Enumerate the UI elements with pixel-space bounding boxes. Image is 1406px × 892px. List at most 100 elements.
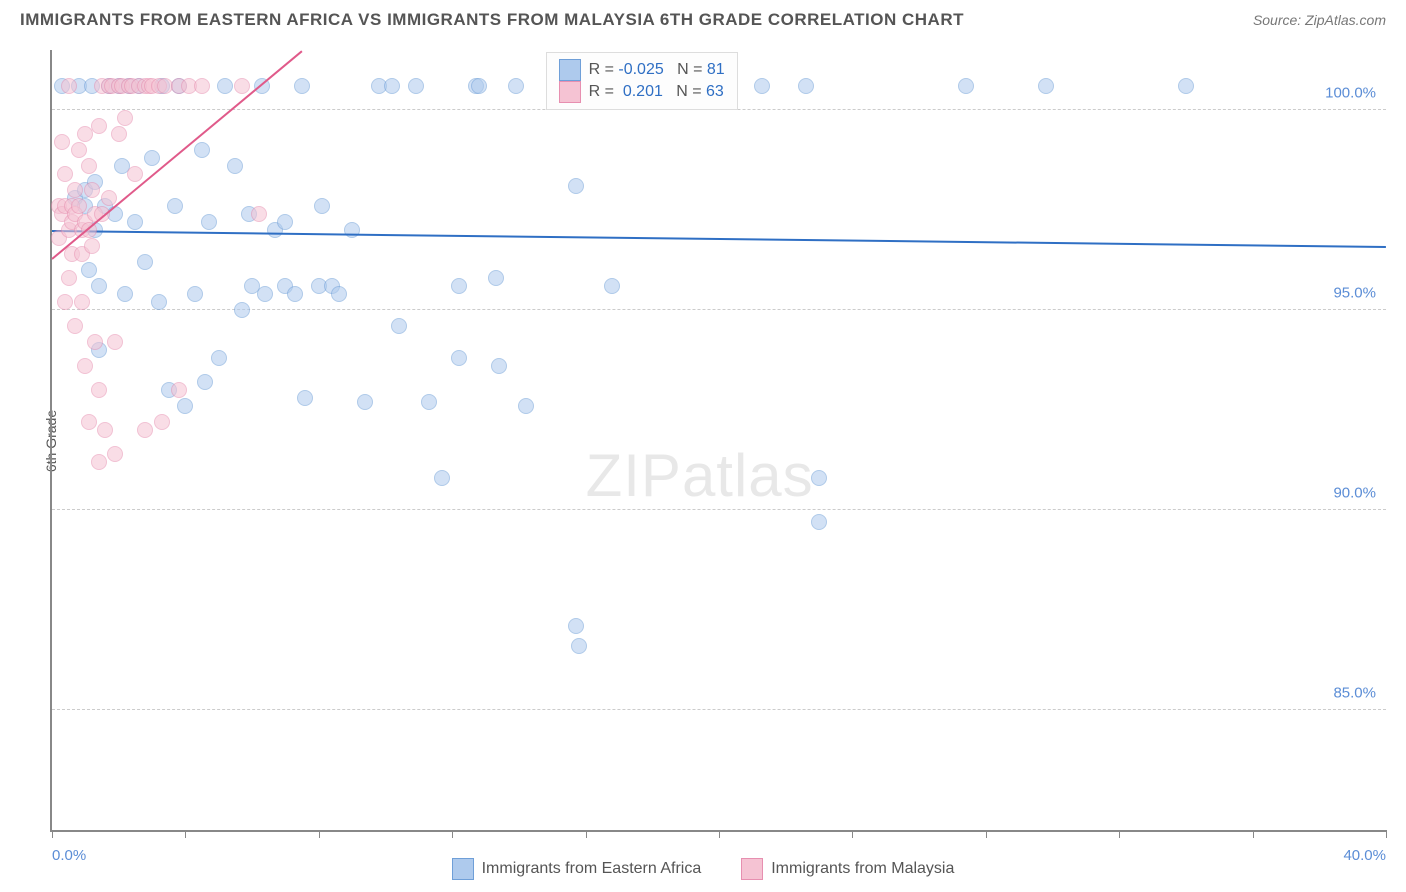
data-point [91, 118, 107, 134]
data-point [61, 78, 77, 94]
data-point [151, 294, 167, 310]
data-point [91, 382, 107, 398]
trend-line [52, 230, 1386, 248]
data-point [451, 350, 467, 366]
data-point [194, 142, 210, 158]
data-point [127, 214, 143, 230]
data-point [171, 382, 187, 398]
legend-swatch [559, 81, 581, 103]
data-point [127, 166, 143, 182]
data-point [811, 470, 827, 486]
data-point [137, 422, 153, 438]
data-point [137, 254, 153, 270]
data-point [294, 78, 310, 94]
data-point [958, 78, 974, 94]
data-point [508, 78, 524, 94]
data-point [1178, 78, 1194, 94]
data-point [251, 206, 267, 222]
x-tick [1119, 830, 1120, 838]
legend-label: Immigrants from Malaysia [771, 860, 954, 878]
bottom-legend-item: Immigrants from Malaysia [741, 858, 954, 880]
data-point [167, 198, 183, 214]
data-point [568, 178, 584, 194]
data-point [61, 270, 77, 286]
data-point [491, 358, 507, 374]
x-tick [185, 830, 186, 838]
legend-text: R = 0.201 N = 63 [589, 83, 724, 101]
y-tick-label: 100.0% [1325, 85, 1376, 102]
data-point [421, 394, 437, 410]
data-point [97, 422, 113, 438]
x-tick [586, 830, 587, 838]
x-tick [986, 830, 987, 838]
data-point [154, 414, 170, 430]
data-point [67, 318, 83, 334]
legend-swatch [559, 59, 581, 81]
data-point [234, 302, 250, 318]
stats-legend: R = -0.025 N = 81 R = 0.201 N = 63 [546, 52, 738, 110]
legend-label: Immigrants from Eastern Africa [482, 860, 702, 878]
data-point [277, 214, 293, 230]
legend-swatch [452, 858, 474, 880]
data-point [74, 294, 90, 310]
data-point [57, 166, 73, 182]
data-point [384, 78, 400, 94]
data-point [798, 78, 814, 94]
legend-swatch [741, 858, 763, 880]
data-point [194, 78, 210, 94]
data-point [117, 286, 133, 302]
data-point [287, 286, 303, 302]
data-point [234, 78, 250, 94]
data-point [314, 198, 330, 214]
data-point [54, 134, 70, 150]
data-point [434, 470, 450, 486]
chart-title: IMMIGRANTS FROM EASTERN AFRICA VS IMMIGR… [20, 10, 964, 30]
data-point [91, 454, 107, 470]
x-tick [852, 830, 853, 838]
y-tick-label: 85.0% [1333, 685, 1376, 702]
data-point [201, 214, 217, 230]
data-point [754, 78, 770, 94]
data-point [568, 618, 584, 634]
data-point [227, 158, 243, 174]
data-point [217, 78, 233, 94]
data-point [357, 394, 373, 410]
plot-region: ZIPatlas 85.0%90.0%95.0%100.0%0.0%40.0%R… [50, 50, 1386, 832]
data-point [811, 514, 827, 530]
x-tick [1386, 830, 1387, 838]
data-point [111, 126, 127, 142]
watermark: ZIPatlas [586, 441, 814, 510]
x-tick [452, 830, 453, 838]
data-point [144, 150, 160, 166]
data-point [488, 270, 504, 286]
bottom-legend-item: Immigrants from Eastern Africa [452, 858, 702, 880]
data-point [71, 142, 87, 158]
data-point [451, 278, 467, 294]
data-point [84, 182, 100, 198]
y-tick-label: 90.0% [1333, 485, 1376, 502]
data-point [211, 350, 227, 366]
data-point [604, 278, 620, 294]
data-point [117, 110, 133, 126]
data-point [187, 286, 203, 302]
data-point [408, 78, 424, 94]
data-point [91, 278, 107, 294]
data-point [67, 182, 83, 198]
legend-row: R = -0.025 N = 81 [559, 59, 725, 81]
data-point [84, 238, 100, 254]
legend-text: R = -0.025 N = 81 [589, 61, 725, 79]
data-point [177, 398, 193, 414]
data-point [257, 286, 273, 302]
data-point [571, 638, 587, 654]
data-point [87, 334, 103, 350]
data-point [471, 78, 487, 94]
data-point [81, 414, 97, 430]
x-tick [719, 830, 720, 838]
data-point [391, 318, 407, 334]
data-point [57, 294, 73, 310]
bottom-legend: Immigrants from Eastern Africa Immigrants… [0, 858, 1406, 880]
x-tick [319, 830, 320, 838]
data-point [1038, 78, 1054, 94]
chart-area: 6th Grade ZIPatlas 85.0%90.0%95.0%100.0%… [50, 50, 1386, 832]
gridline [52, 309, 1386, 310]
